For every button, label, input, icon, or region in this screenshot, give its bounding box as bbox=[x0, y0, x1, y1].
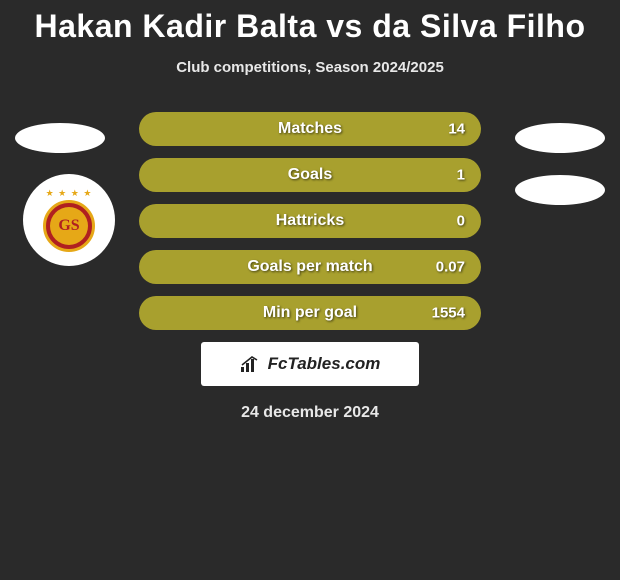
stat-label: Hattricks bbox=[276, 212, 344, 230]
stat-value: 1 bbox=[457, 167, 465, 184]
stat-label: Matches bbox=[278, 120, 342, 138]
page-title: Hakan Kadir Balta vs da Silva Filho bbox=[0, 8, 620, 45]
stat-value: 0 bbox=[457, 213, 465, 230]
stat-row: Goals per match 0.07 bbox=[139, 250, 481, 284]
stat-label: Goals bbox=[288, 166, 332, 184]
stat-value: 0.07 bbox=[436, 259, 465, 276]
stat-row: Matches 14 bbox=[139, 112, 481, 146]
stat-value: 1554 bbox=[432, 305, 465, 322]
attribution: FcTables.com bbox=[201, 342, 419, 386]
date-text: 24 december 2024 bbox=[0, 404, 620, 422]
attribution-text: FcTables.com bbox=[268, 354, 381, 374]
club-letters: GS bbox=[50, 207, 88, 245]
page-subtitle: Club competitions, Season 2024/2025 bbox=[0, 59, 620, 76]
stat-row: Min per goal 1554 bbox=[139, 296, 481, 330]
chart-icon bbox=[240, 355, 262, 373]
stars-icon: ★ ★ ★ ★ bbox=[46, 189, 93, 198]
club-badge: ★ ★ ★ ★ GS bbox=[23, 174, 115, 266]
player-badge-right-1 bbox=[515, 123, 605, 153]
stat-value: 14 bbox=[448, 121, 465, 138]
player-badge-right-2 bbox=[515, 175, 605, 205]
stat-row: Hattricks 0 bbox=[139, 204, 481, 238]
stat-label: Min per goal bbox=[263, 304, 357, 322]
stat-row: Goals 1 bbox=[139, 158, 481, 192]
stats-block: Matches 14 Goals 1 Hattricks 0 Goals per… bbox=[139, 112, 481, 330]
player-badge-left bbox=[15, 123, 105, 153]
stat-label: Goals per match bbox=[247, 258, 372, 276]
club-circle: GS bbox=[43, 200, 95, 252]
